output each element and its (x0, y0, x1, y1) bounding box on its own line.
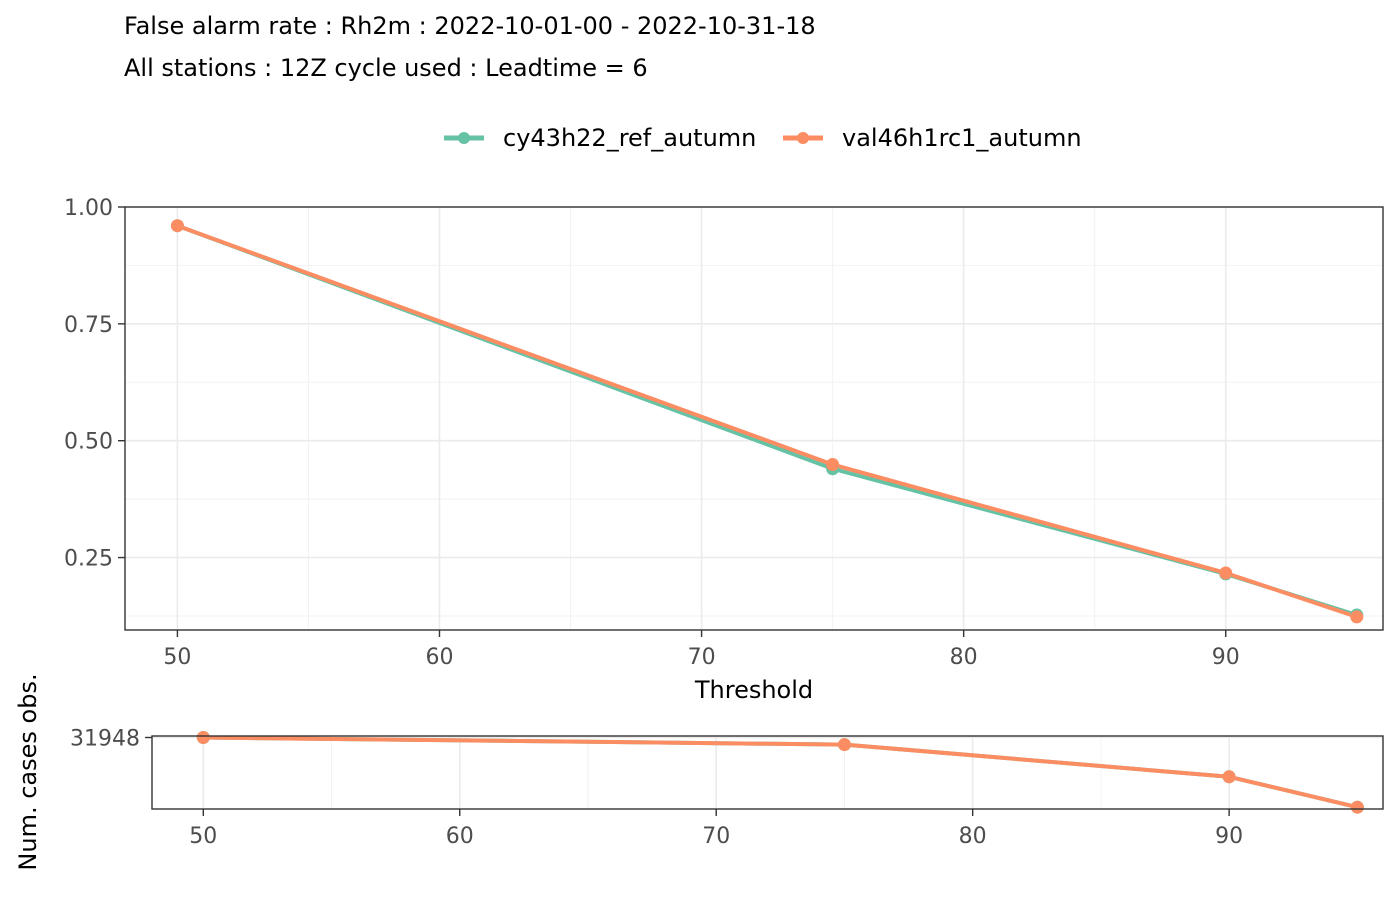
legend-item-2: val46h1rc1_autumn (783, 124, 1082, 152)
cases-x-tick-label: 90 (1215, 824, 1243, 849)
main-data-point-s2-3 (1219, 566, 1233, 580)
cases-data-point-s2-2 (837, 738, 851, 752)
cases-panel: 50 60 70 80 90 31948 Num. cases obs. (14, 673, 1384, 871)
cases-data-point-s2-3 (1222, 770, 1236, 784)
cases-x-tick-label: 70 (702, 824, 730, 849)
legend-item-1: cy43h22_ref_autumn (444, 124, 756, 152)
main-data-point-s2-4 (1350, 610, 1364, 624)
main-panel: 50 60 70 80 90 0.25 0.50 0.75 1.00 Threshold (64, 196, 1384, 704)
legend-key-point-1 (458, 132, 470, 144)
main-data-point-s2-2 (826, 458, 840, 472)
main-y-tick-label: 0.50 (64, 430, 113, 455)
main-x-tick-label: 50 (163, 645, 191, 670)
main-x-tick-label: 70 (688, 645, 716, 670)
chart-title-line-1: False alarm rate : Rh2m : 2022-10-01-00 … (124, 12, 816, 40)
main-x-tick-label: 60 (426, 645, 454, 670)
cases-x-tick-label: 80 (959, 824, 987, 849)
legend-key-point-2 (797, 132, 809, 144)
main-panel-border (124, 206, 1384, 631)
cases-x-tick-label: 60 (446, 824, 474, 849)
main-y-tick-label: 1.00 (64, 196, 113, 221)
main-x-axis-title: Threshold (694, 676, 813, 704)
cases-y-tick-label: 31948 (70, 727, 140, 752)
cases-y-axis-title: Num. cases obs. (14, 673, 42, 870)
main-series-line-2 (175, 223, 1359, 619)
cases-x-tick-label: 50 (189, 824, 217, 849)
legend-label-1: cy43h22_ref_autumn (503, 124, 756, 152)
main-data-point-s2-1 (170, 219, 184, 233)
main-x-tick-label: 90 (1212, 645, 1240, 670)
cases-panel-border (151, 735, 1384, 810)
cases-data-point-s2-4 (1350, 800, 1364, 814)
main-x-tick-label: 80 (950, 645, 978, 670)
main-y-tick-label: 0.25 (64, 547, 113, 572)
chart-title-line-2: All stations : 12Z cycle used : Leadtime… (124, 54, 648, 82)
legend: cy43h22_ref_autumn val46h1rc1_autumn (444, 124, 1082, 152)
cases-data-point-s2-1 (196, 731, 210, 745)
legend-label-2: val46h1rc1_autumn (842, 124, 1082, 152)
main-y-tick-label: 0.75 (64, 313, 113, 338)
cases-series-line-2 (201, 735, 1360, 810)
